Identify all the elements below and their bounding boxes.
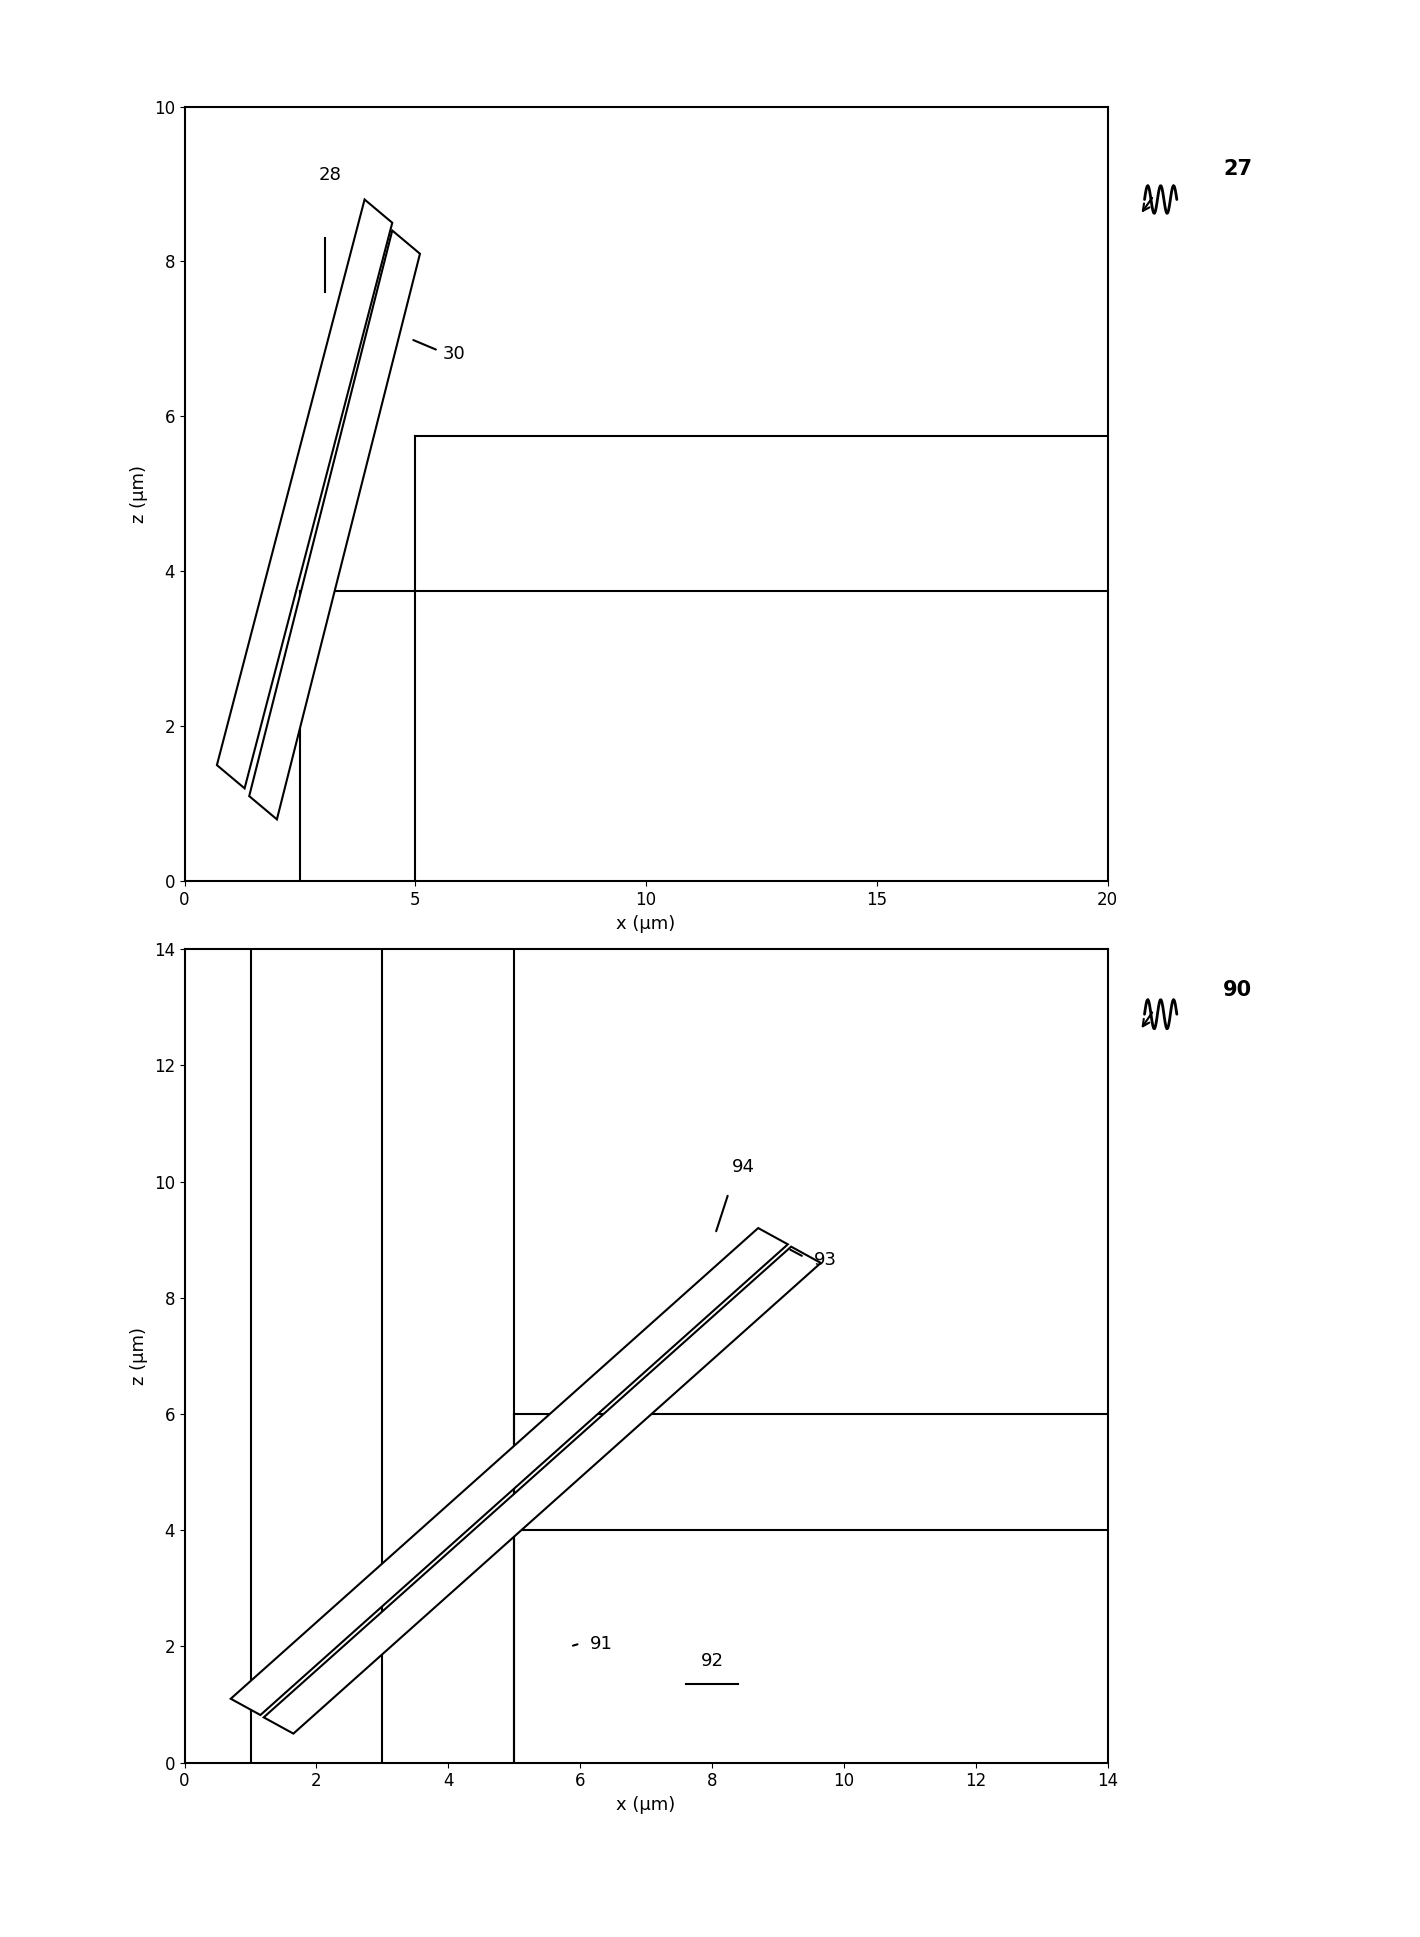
Text: 92: 92: [700, 1652, 724, 1670]
Polygon shape: [250, 231, 420, 819]
Text: 30: 30: [443, 345, 466, 364]
Text: 28: 28: [318, 167, 341, 184]
Polygon shape: [230, 1228, 788, 1714]
Text: 94: 94: [731, 1158, 755, 1176]
X-axis label: x (μm): x (μm): [616, 914, 676, 932]
Polygon shape: [217, 200, 392, 788]
Y-axis label: z (μm): z (μm): [131, 1327, 148, 1385]
X-axis label: x (μm): x (μm): [616, 1796, 676, 1813]
Polygon shape: [264, 1247, 821, 1734]
Text: 93: 93: [814, 1251, 838, 1269]
Y-axis label: z (μm): z (μm): [131, 465, 148, 523]
Text: 27: 27: [1223, 159, 1252, 178]
Text: 91: 91: [591, 1635, 613, 1652]
Text: 90: 90: [1223, 980, 1252, 999]
